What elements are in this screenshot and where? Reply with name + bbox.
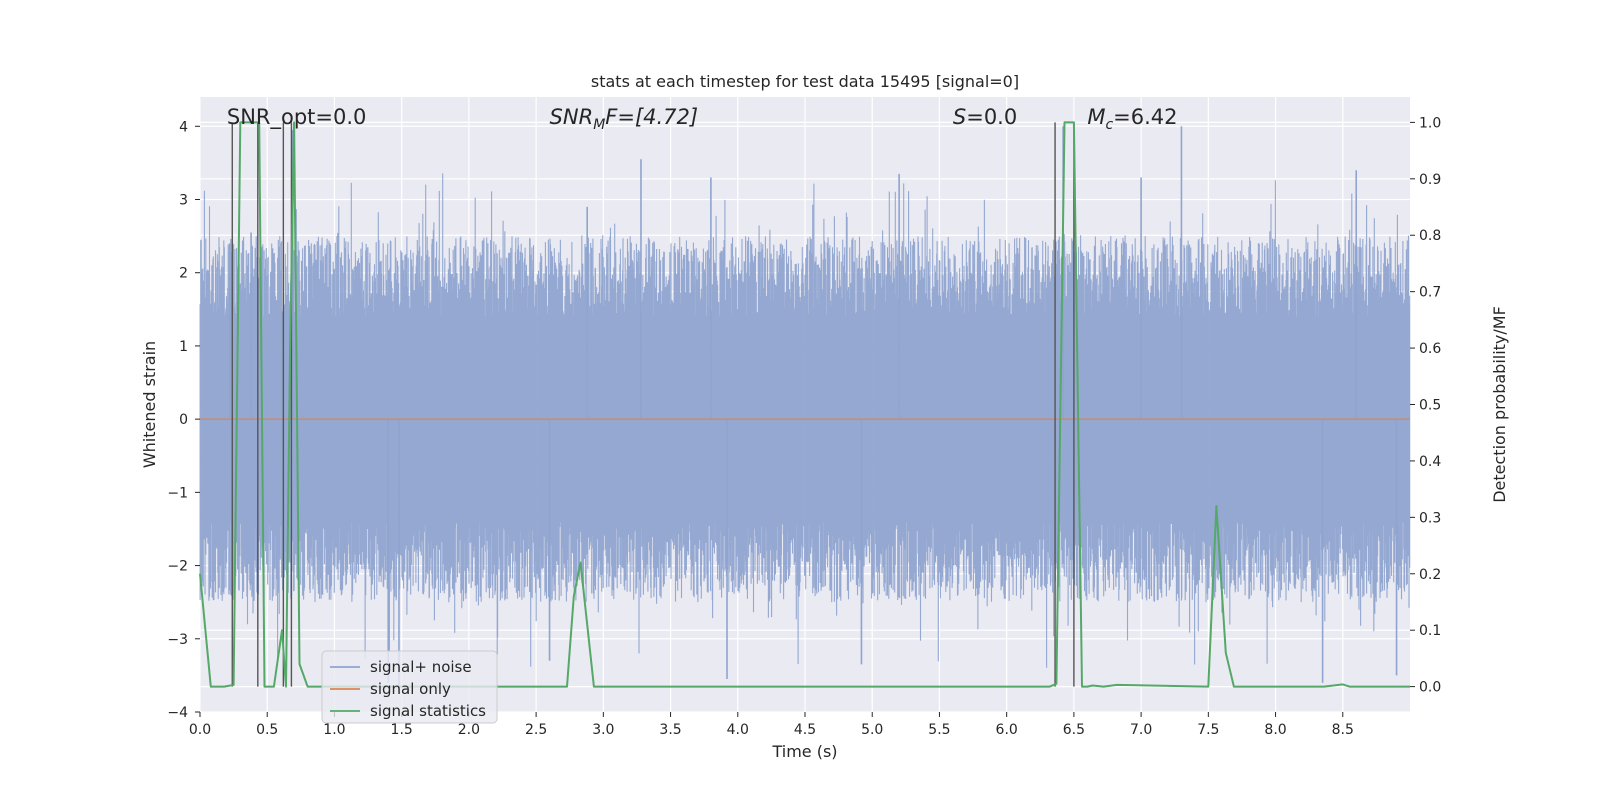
y-right-tick-label: 0.6 <box>1419 341 1441 357</box>
annotation-mc-sub: c <box>1105 117 1113 133</box>
y-right-tick-label: 0.1 <box>1419 623 1441 639</box>
y-tick-label: 2 <box>179 266 188 282</box>
annotation-snr-mf-value: F=[4.72] <box>605 105 698 129</box>
annotation-snr-mf-var: SNR <box>550 105 594 129</box>
x-tick-label: 2.0 <box>458 722 480 738</box>
x-tick-label: 3.5 <box>659 722 681 738</box>
x-tick-label: 3.0 <box>592 722 614 738</box>
legend-label-signal-only: signal only <box>370 680 451 698</box>
x-tick-label: 5.5 <box>928 722 950 738</box>
annotation-snr-mf: SNRMF=[4.72] <box>550 105 699 133</box>
legend-box <box>321 650 498 724</box>
y-axis-label: Whitened strain <box>140 341 159 468</box>
y-tick-label: −1 <box>167 485 188 501</box>
x-tick-label: 0.0 <box>189 722 211 738</box>
annotation-snr-mf-sub: M <box>593 117 605 133</box>
x-tick-label: 1.5 <box>391 722 413 738</box>
annotation-s-var: S <box>953 105 966 129</box>
y-right-tick-label: 0.2 <box>1419 567 1441 583</box>
x-tick-label: 1.0 <box>323 722 345 738</box>
y-right-tick-label: 0.0 <box>1419 680 1441 696</box>
chart-title: stats at each timestep for test data 154… <box>591 72 1019 91</box>
tick-labels: 0.0 0.5 1.0 1.5 2.0 2.5 3.0 3.5 4.0 4.5 5.0 5.5 6.0 6… <box>167 115 1441 738</box>
y-tick-label: 4 <box>179 119 188 135</box>
x-tick-label: 2.5 <box>525 722 547 738</box>
x-tick-label: 8.5 <box>1332 722 1354 738</box>
y-right-tick-label: 0.3 <box>1419 510 1441 526</box>
legend-label-signal-statistics: signal statistics <box>370 702 486 720</box>
y-right-tick-label: 0.4 <box>1419 454 1441 470</box>
x-tick-label: 7.5 <box>1197 722 1219 738</box>
y-right-tick-label: 1.0 <box>1419 115 1441 131</box>
x-axis-label: Time (s) <box>771 742 837 761</box>
annotation-s-value: =0.0 <box>966 105 1017 129</box>
legend-label-signal-noise: signal+ noise <box>370 658 472 676</box>
x-tick-label: 6.5 <box>1063 722 1085 738</box>
series-signal-statistics <box>199 121 1410 688</box>
y-tick-label: −4 <box>167 705 188 721</box>
y-tick-label: −2 <box>167 559 188 575</box>
y-tick-label: −3 <box>167 632 188 648</box>
x-tick-label: 8.0 <box>1264 722 1286 738</box>
y-tick-label: 0 <box>179 412 188 428</box>
y-right-tick-label: 0.7 <box>1419 285 1441 301</box>
y-right-tick-label: 0.5 <box>1419 398 1441 414</box>
annotation-mc-var: M <box>1087 105 1105 129</box>
annotation-snr-opt: SNR_opt=0.0 <box>227 105 367 130</box>
legend: signal+ noise signal only signal statist… <box>321 650 498 724</box>
annotation-s: S=0.0 <box>953 105 1017 129</box>
y-axis-label-right: Detection probability/MF <box>1490 306 1509 503</box>
annotation-mc: Mc=6.42 <box>1087 105 1177 133</box>
x-tick-label: 7.0 <box>1130 722 1152 738</box>
x-tick-label: 4.0 <box>727 722 749 738</box>
x-tick-label: 6.0 <box>996 722 1018 738</box>
annotation-mc-value: =6.42 <box>1113 105 1177 129</box>
signal-statistics-line <box>199 121 1410 688</box>
y-tick-label: 1 <box>179 339 188 355</box>
y-tick-label: 3 <box>179 193 188 209</box>
x-tick-label: 0.5 <box>256 722 278 738</box>
y-right-tick-label: 0.9 <box>1419 172 1441 188</box>
x-tick-label: 4.5 <box>794 722 816 738</box>
x-tick-label: 5.0 <box>861 722 883 738</box>
vertical-markers <box>231 122 1075 687</box>
y-right-tick-label: 0.8 <box>1419 228 1441 244</box>
